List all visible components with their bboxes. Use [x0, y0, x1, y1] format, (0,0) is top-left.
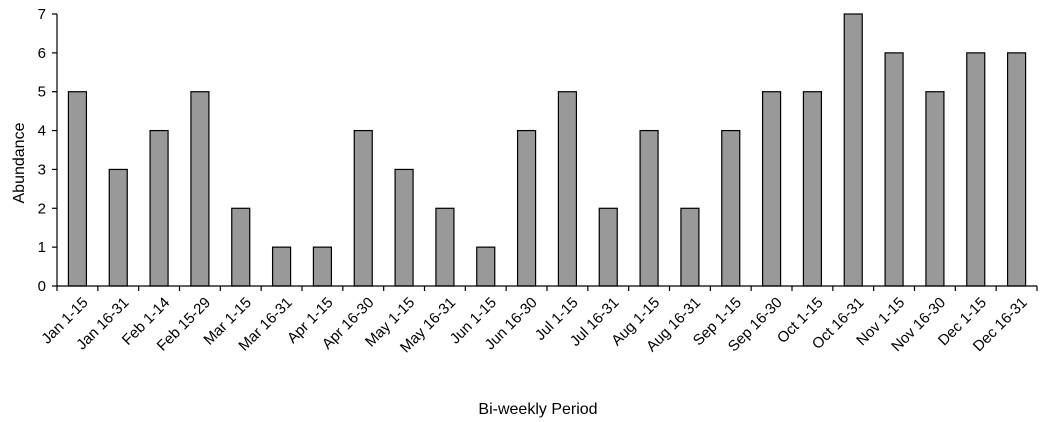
bars-group	[67, 13, 1027, 287]
bar-1	[67, 91, 88, 287]
bar-18	[761, 91, 782, 287]
bar-8	[353, 129, 373, 287]
bar-5	[231, 207, 251, 287]
bar-12	[516, 129, 537, 287]
y-tick-label: 4	[38, 123, 46, 140]
bar-6	[271, 246, 292, 287]
bar-11	[476, 246, 496, 287]
y-tick-label: 7	[38, 6, 46, 23]
bar-16	[680, 207, 700, 287]
y-axis-title: Abundance	[11, 122, 28, 203]
bar-7	[312, 246, 333, 287]
bar-2	[108, 168, 128, 287]
y-tick-label: 0	[38, 278, 46, 295]
bar-21	[884, 52, 904, 287]
bar-4	[190, 91, 210, 287]
bar-19	[802, 91, 823, 287]
bar-22	[925, 91, 945, 287]
bar-23	[966, 52, 986, 287]
bar-15	[639, 129, 659, 287]
bar-24	[1006, 52, 1027, 287]
y-tick-label: 3	[38, 161, 46, 178]
bar-13	[557, 91, 578, 287]
y-tick-label: 6	[38, 45, 46, 62]
bar-3	[149, 129, 169, 287]
bar-9	[394, 168, 414, 287]
y-tick-label: 1	[38, 239, 46, 256]
bar-10	[435, 207, 455, 287]
bar-20	[843, 13, 863, 287]
x-axis-title: Bi-weekly Period	[478, 401, 597, 418]
y-tick-label: 2	[38, 200, 46, 217]
bar-17	[721, 129, 741, 287]
y-tick-label: 5	[38, 84, 46, 101]
bar-14	[598, 207, 618, 287]
